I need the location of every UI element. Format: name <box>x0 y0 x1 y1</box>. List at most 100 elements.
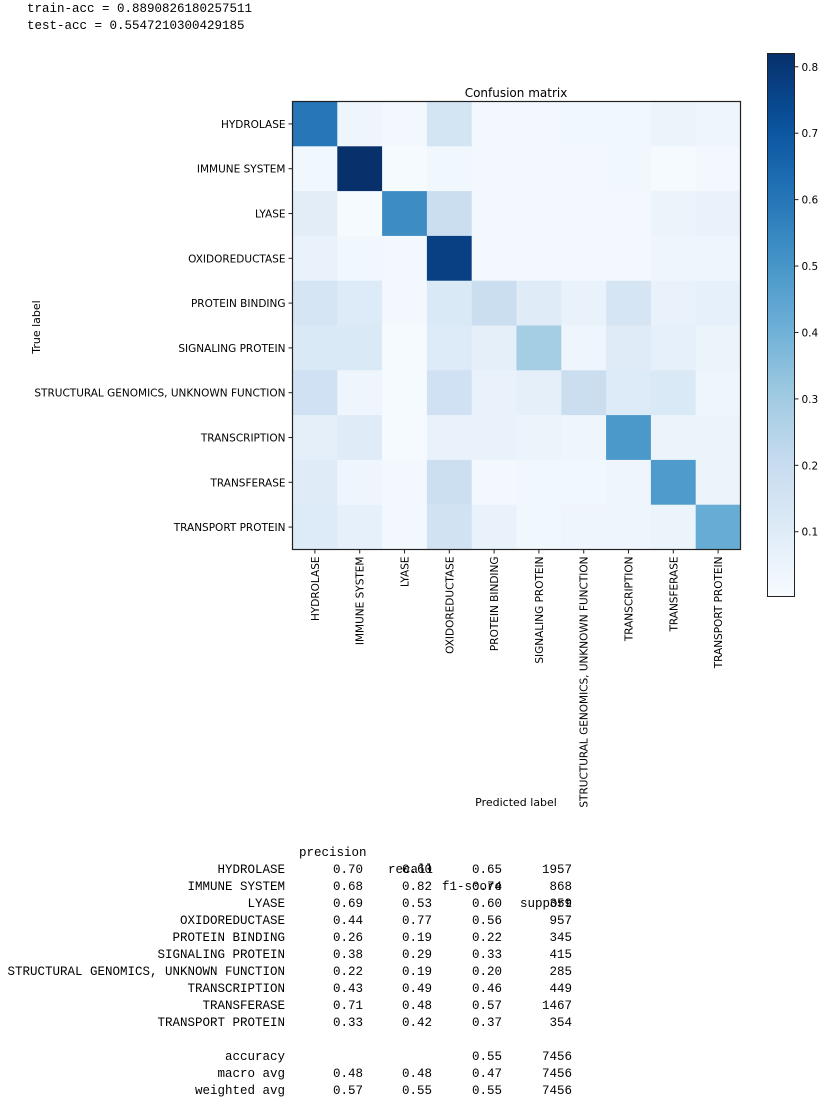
heatmap-cell <box>606 504 652 550</box>
report-cell-precision: 0.33 <box>332 1016 363 1030</box>
x-tick-label: IMMUNE SYSTEM <box>355 557 367 646</box>
heatmap-cell <box>426 101 473 147</box>
heatmap-cell <box>606 280 652 326</box>
heatmap-cell <box>382 325 428 371</box>
test-acc-output: test-acc = 0.5547210300429185 <box>27 19 245 33</box>
report-cell-recall: 0.42 <box>401 1016 432 1030</box>
heatmap-cell <box>426 370 473 416</box>
heatmap-cell <box>650 146 697 192</box>
report-cell-label: TRANSFERASE <box>202 999 285 1013</box>
heatmap-cell <box>695 101 741 147</box>
heatmap-cell <box>426 191 473 237</box>
x-tick-label: TRANSFERASE <box>668 557 680 633</box>
heatmap-cell <box>650 459 697 506</box>
report-cell-f1: 0.56 <box>471 914 502 928</box>
report-cell-precision: 0.71 <box>332 999 363 1013</box>
heatmap-cell <box>382 101 428 147</box>
heatmap-cell <box>337 370 383 416</box>
heatmap-cell <box>650 235 697 282</box>
heatmap-cell <box>516 235 562 282</box>
report-cell-f1: 0.60 <box>471 897 502 911</box>
report-cell-support: 1467 <box>541 999 572 1013</box>
report-cell-support: 957 <box>549 914 572 928</box>
y-axis-ticks: HYDROLASE IMMUNE SYSTEM LYASE OXIDOREDUCTAS… <box>34 119 293 534</box>
heatmap-cell <box>561 325 607 371</box>
heatmap-cell <box>426 504 473 550</box>
colorbar-tick-label: 0.3 <box>802 394 819 406</box>
heatmap-cell <box>606 459 652 506</box>
x-tick-label: PROTEIN BINDING <box>489 557 501 652</box>
report-cell-support: 345 <box>549 931 572 945</box>
heatmap-cell <box>471 280 517 326</box>
report-cell-f1: 0.55 <box>471 1084 502 1098</box>
heatmap-cell <box>606 191 652 237</box>
heatmap-cell <box>471 101 517 147</box>
y-tick-label: STRUCTURAL GENOMICS, UNKNOWN FUNCTION <box>34 388 285 400</box>
heatmap-cell <box>516 325 562 371</box>
report-cell-precision: 0.43 <box>332 982 363 996</box>
heatmap-cell <box>695 146 741 192</box>
report-cell-label: STRUCTURAL GENOMICS, UNKNOWN FUNCTION <box>7 965 285 979</box>
heatmap-cell <box>337 101 383 147</box>
heatmap-cell <box>606 415 652 461</box>
heatmap-cell <box>292 325 338 371</box>
heatmap-cell <box>516 504 562 550</box>
heatmap-cell <box>292 101 338 147</box>
heatmap-cell <box>561 101 607 147</box>
y-tick-label: HYDROLASE <box>221 119 286 131</box>
report-cell-precision: 0.22 <box>332 965 363 979</box>
heatmap-cell <box>382 191 428 237</box>
report-cell-recall: 0.48 <box>401 999 432 1013</box>
report-cell-recall: 0.19 <box>401 965 432 979</box>
report-cell-f1: 0.33 <box>471 948 502 962</box>
report-cell-f1: 0.74 <box>471 880 502 894</box>
heatmap-cell <box>337 280 383 326</box>
report-cell-support: 868 <box>549 880 572 894</box>
report-cell-support: 7456 <box>541 1084 572 1098</box>
y-tick-label: TRANSFERASE <box>209 477 285 489</box>
heatmap-cell <box>426 146 473 192</box>
y-tick-label: IMMUNE SYSTEM <box>197 164 286 176</box>
heatmap-cell <box>695 235 741 282</box>
heatmap-cell <box>382 370 428 416</box>
report-cell-label: IMMUNE SYSTEM <box>187 880 285 894</box>
report-cell-precision: 0.69 <box>332 897 363 911</box>
report-cell-f1: 0.20 <box>471 965 502 979</box>
colorbar-ticks: 0.1 0.2 0.3 0.4 0.5 0.6 0.7 0.8 <box>794 62 819 539</box>
heatmap-cell <box>292 415 338 461</box>
heatmap-cell <box>471 504 517 550</box>
report-cell-precision: 0.26 <box>332 931 363 945</box>
heatmap-cell <box>471 370 517 416</box>
colorbar-tick-label: 0.4 <box>802 327 819 339</box>
heatmap-cell <box>382 415 428 461</box>
heatmap-cell <box>695 280 741 326</box>
report-cell-label: LYASE <box>247 897 285 911</box>
heatmap-cell <box>337 235 383 282</box>
report-cell-precision: 0.57 <box>332 1084 363 1098</box>
x-tick-label: OXIDOREDUCTASE <box>444 557 456 654</box>
heatmap-cell <box>650 370 697 416</box>
report-cell-f1: 0.57 <box>471 999 502 1013</box>
report-cell-recall: 0.29 <box>401 948 432 962</box>
y-tick-label: PROTEIN BINDING <box>191 298 286 310</box>
report-cell-label: macro avg <box>217 1067 285 1081</box>
heatmap-cell <box>650 325 697 371</box>
heatmap-cell <box>561 191 607 237</box>
heatmap-cell <box>292 370 338 416</box>
report-cell-f1: 0.55 <box>471 1050 502 1064</box>
heatmap-cell <box>292 504 338 550</box>
report-cell-f1: 0.37 <box>471 1016 502 1030</box>
heatmap-cell <box>426 280 473 326</box>
heatmap-cell <box>650 280 697 326</box>
train-acc-output: train-acc = 0.8890826180257511 <box>27 2 253 16</box>
report-cell-support: 7456 <box>541 1050 572 1064</box>
heatmap-cell <box>337 415 383 461</box>
report-cell-support: 449 <box>549 982 572 996</box>
heatmap-cell <box>292 191 338 237</box>
heatmap-cells <box>292 101 741 550</box>
heatmap-cell <box>695 504 741 550</box>
heatmap-cell <box>561 504 607 550</box>
x-tick-label: SIGNALING PROTEIN <box>534 557 546 664</box>
report-cell-precision: 0.48 <box>332 1067 363 1081</box>
report-cell-f1: 0.47 <box>471 1067 502 1081</box>
